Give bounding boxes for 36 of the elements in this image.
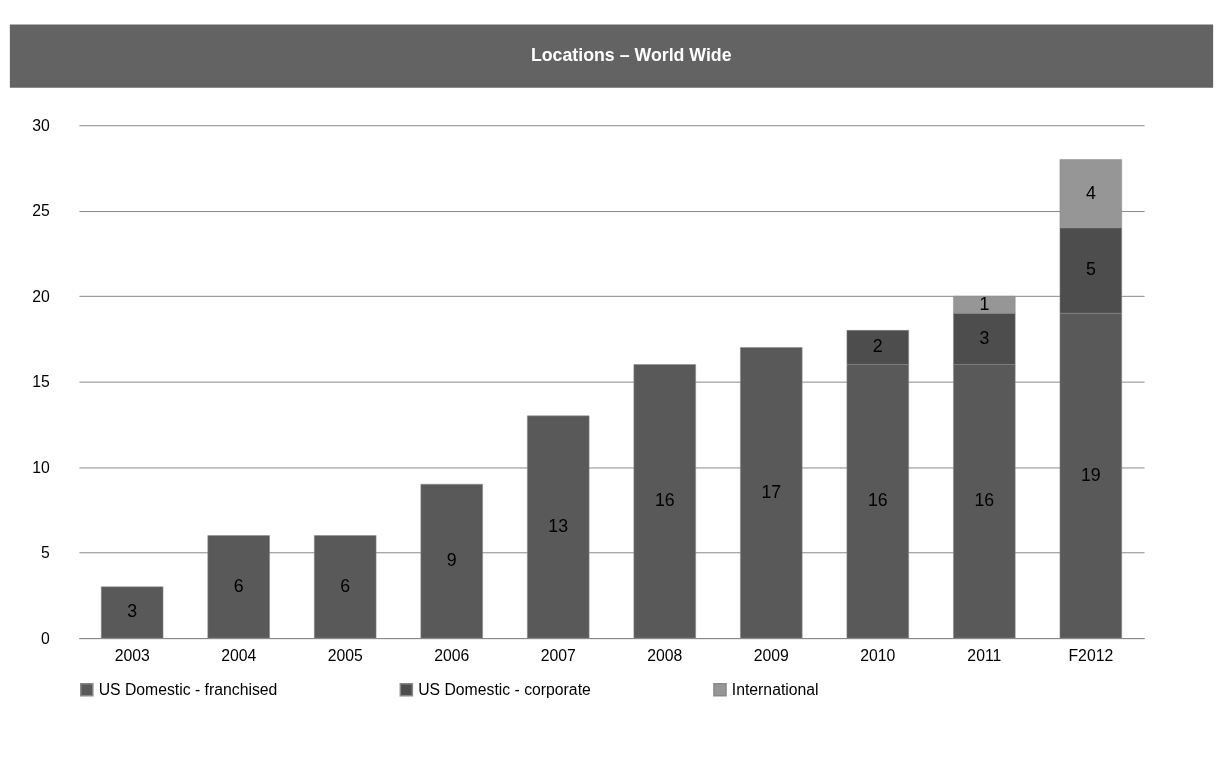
data-label: 17 [761, 481, 782, 502]
y-tick-label: 25 [32, 202, 51, 220]
legend-label: US Domestic - franchised [98, 680, 278, 698]
y-tick-label: 30 [32, 116, 51, 134]
x-tick-label: 2008 [647, 647, 683, 665]
data-label: 3 [979, 327, 990, 348]
data-label: 9 [446, 550, 457, 571]
y-tick-label: 5 [41, 544, 51, 562]
y-tick-label: 0 [41, 629, 51, 647]
x-tick-label: 2006 [434, 647, 470, 665]
y-tick-label: 15 [32, 373, 51, 391]
x-tick-label: 2009 [753, 647, 790, 665]
legend-label: International [731, 680, 819, 698]
data-label: 4 [1085, 182, 1096, 203]
data-label: 16 [654, 490, 675, 511]
chart-title: Locations – World Wide [530, 45, 732, 66]
x-tick-label: 2004 [221, 647, 257, 665]
data-label: 6 [340, 575, 351, 596]
y-tick-label: 10 [32, 458, 51, 476]
x-tick-label: 2010 [860, 647, 896, 665]
data-label: 6 [233, 575, 244, 596]
data-label: 5 [1085, 259, 1096, 280]
data-label: 2 [872, 336, 883, 357]
x-tick-label: 2005 [327, 647, 363, 665]
data-label: 19 [1080, 464, 1101, 485]
data-label: 13 [548, 515, 569, 536]
data-label: 16 [867, 490, 888, 511]
data-label: 3 [127, 601, 138, 622]
data-label: 1 [979, 293, 990, 314]
data-label: 16 [974, 490, 995, 511]
y-tick-label: 20 [32, 287, 51, 305]
x-tick-label: 2011 [967, 647, 1002, 665]
x-tick-label: 2007 [540, 647, 576, 665]
legend-label: US Domestic - corporate [418, 680, 592, 698]
x-tick-label: 2003 [114, 647, 150, 665]
x-tick-label: F2012 [1068, 647, 1114, 665]
